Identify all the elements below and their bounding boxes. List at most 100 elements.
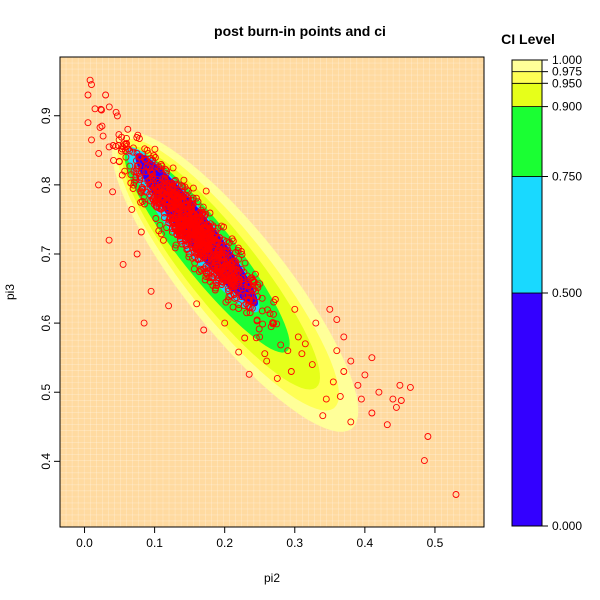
data-point	[201, 276, 209, 284]
data-point	[112, 108, 120, 116]
data-point	[189, 219, 197, 227]
data-point	[238, 251, 246, 258]
data-point	[88, 81, 95, 89]
legend-tick-label: 0.900	[552, 100, 582, 114]
data-point	[123, 134, 130, 142]
data-point	[188, 210, 195, 218]
data-point	[183, 201, 191, 209]
data-point	[230, 269, 238, 277]
data-point	[256, 280, 264, 288]
data-point	[165, 187, 172, 195]
data-point	[235, 255, 243, 263]
data-point	[136, 175, 144, 183]
data-point	[197, 206, 205, 214]
y-tick-label: 0.6	[39, 314, 53, 331]
data-point	[271, 296, 279, 303]
data-point	[239, 278, 247, 286]
data-point	[146, 184, 154, 192]
data-point	[192, 249, 200, 256]
data-point	[209, 274, 217, 282]
data-point	[181, 224, 189, 232]
data-point	[203, 221, 211, 229]
data-point	[291, 305, 299, 313]
data-point	[202, 255, 210, 263]
legend-tick-label: 1.000	[552, 53, 582, 67]
data-point	[222, 277, 230, 284]
data-point	[192, 237, 200, 244]
data-point	[184, 245, 192, 253]
data-point	[172, 241, 180, 249]
data-point	[246, 275, 254, 283]
data-point	[308, 361, 316, 369]
data-point	[214, 239, 222, 247]
data-point	[219, 278, 227, 286]
data-point	[277, 341, 285, 349]
data-point	[134, 169, 142, 177]
data-point	[169, 164, 177, 172]
data-point	[210, 246, 217, 254]
data-point	[252, 334, 260, 342]
data-point	[222, 298, 230, 306]
x-axis: 0.0 0.1 0.2 0.3 0.4 0.5	[76, 526, 444, 550]
data-point	[135, 153, 143, 161]
legend-tick-label: 0.975	[552, 65, 582, 79]
data-point	[201, 265, 209, 273]
data-point	[375, 388, 383, 396]
data-point	[109, 142, 117, 149]
legend-tick-label: 0.950	[552, 76, 582, 90]
data-point	[84, 91, 92, 99]
data-point	[248, 274, 256, 282]
data-point	[249, 287, 257, 295]
data-point	[129, 185, 137, 193]
data-point	[164, 189, 172, 196]
data-point	[266, 310, 274, 318]
data-point	[202, 273, 210, 280]
legend-band	[511, 71, 543, 84]
data-point	[270, 310, 277, 318]
data-point	[162, 178, 170, 185]
data-point	[134, 131, 142, 139]
data-point	[273, 374, 281, 382]
data-point	[259, 320, 267, 328]
x-tick-label: 0.2	[216, 536, 233, 550]
data-point	[194, 213, 201, 221]
data-point	[245, 297, 253, 305]
data-point	[183, 196, 191, 204]
data-point	[233, 270, 241, 277]
data-point	[169, 214, 177, 222]
data-point	[137, 228, 145, 236]
data-point	[128, 205, 136, 213]
data-point	[193, 300, 201, 308]
data-points	[84, 76, 460, 498]
data-point	[175, 194, 183, 202]
data-point	[185, 250, 193, 258]
data-point	[185, 253, 193, 261]
data-point	[192, 215, 200, 223]
data-point	[102, 91, 110, 99]
data-point	[171, 244, 179, 252]
data-point	[246, 292, 254, 300]
data-point	[157, 165, 164, 173]
data-point	[168, 200, 176, 208]
data-point	[406, 383, 414, 391]
data-point	[121, 167, 129, 175]
data-point	[163, 167, 171, 175]
y-tick-label: 0.5	[39, 384, 53, 401]
data-point	[254, 293, 261, 301]
data-point	[229, 237, 237, 245]
data-point	[333, 347, 341, 355]
data-point	[452, 491, 460, 498]
data-point	[326, 305, 334, 313]
data-point	[251, 270, 259, 278]
data-point	[169, 195, 176, 203]
x-tick-label: 0.0	[76, 536, 93, 550]
ci-legend: CI Level 0.000 0.500 0.750 0.900 0.9500.9751…	[501, 31, 582, 533]
data-point	[357, 395, 365, 403]
data-point	[241, 259, 249, 267]
data-point	[147, 287, 155, 295]
data-point	[149, 195, 157, 203]
legend-frame	[511, 59, 543, 527]
data-point	[184, 226, 192, 234]
